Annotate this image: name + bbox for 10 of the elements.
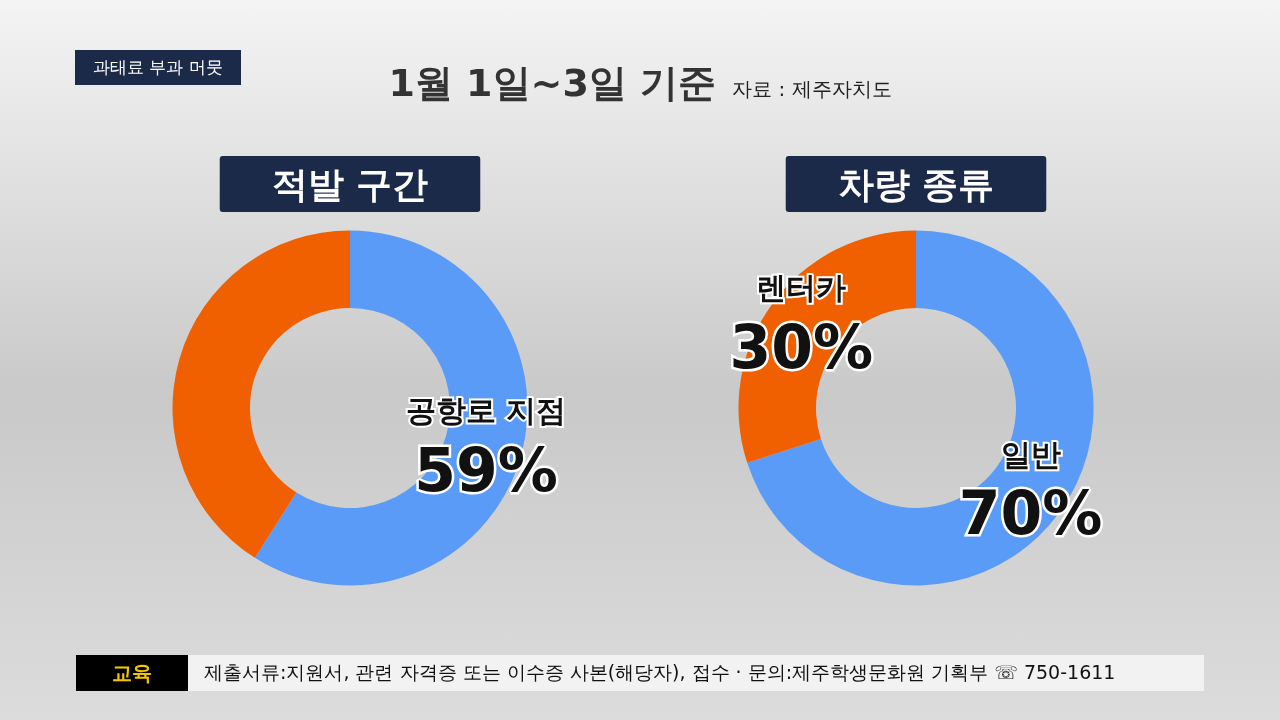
- text: 제출서류:지원서, 관련 자격증 또는 이수증 사본(해당자), 접수 · 문의:제주학생문화원 기획부 ☏ 750-1611: [188, 655, 1204, 691]
- text: 교육: [76, 655, 188, 691]
- data-label: 70%: [958, 478, 1103, 549]
- chart-title: 적발 구간: [271, 163, 429, 205]
- chart-title: 차량 종류: [837, 163, 995, 205]
- text: 과태료 부과 머뭇: [75, 50, 241, 85]
- text: 자료 : 제주자치도: [732, 77, 892, 101]
- data-label: 59%: [414, 434, 558, 505]
- chart-subtitle: 1월 1일~3일 기준: [388, 61, 717, 105]
- slice-label: 일반: [1000, 436, 1061, 472]
